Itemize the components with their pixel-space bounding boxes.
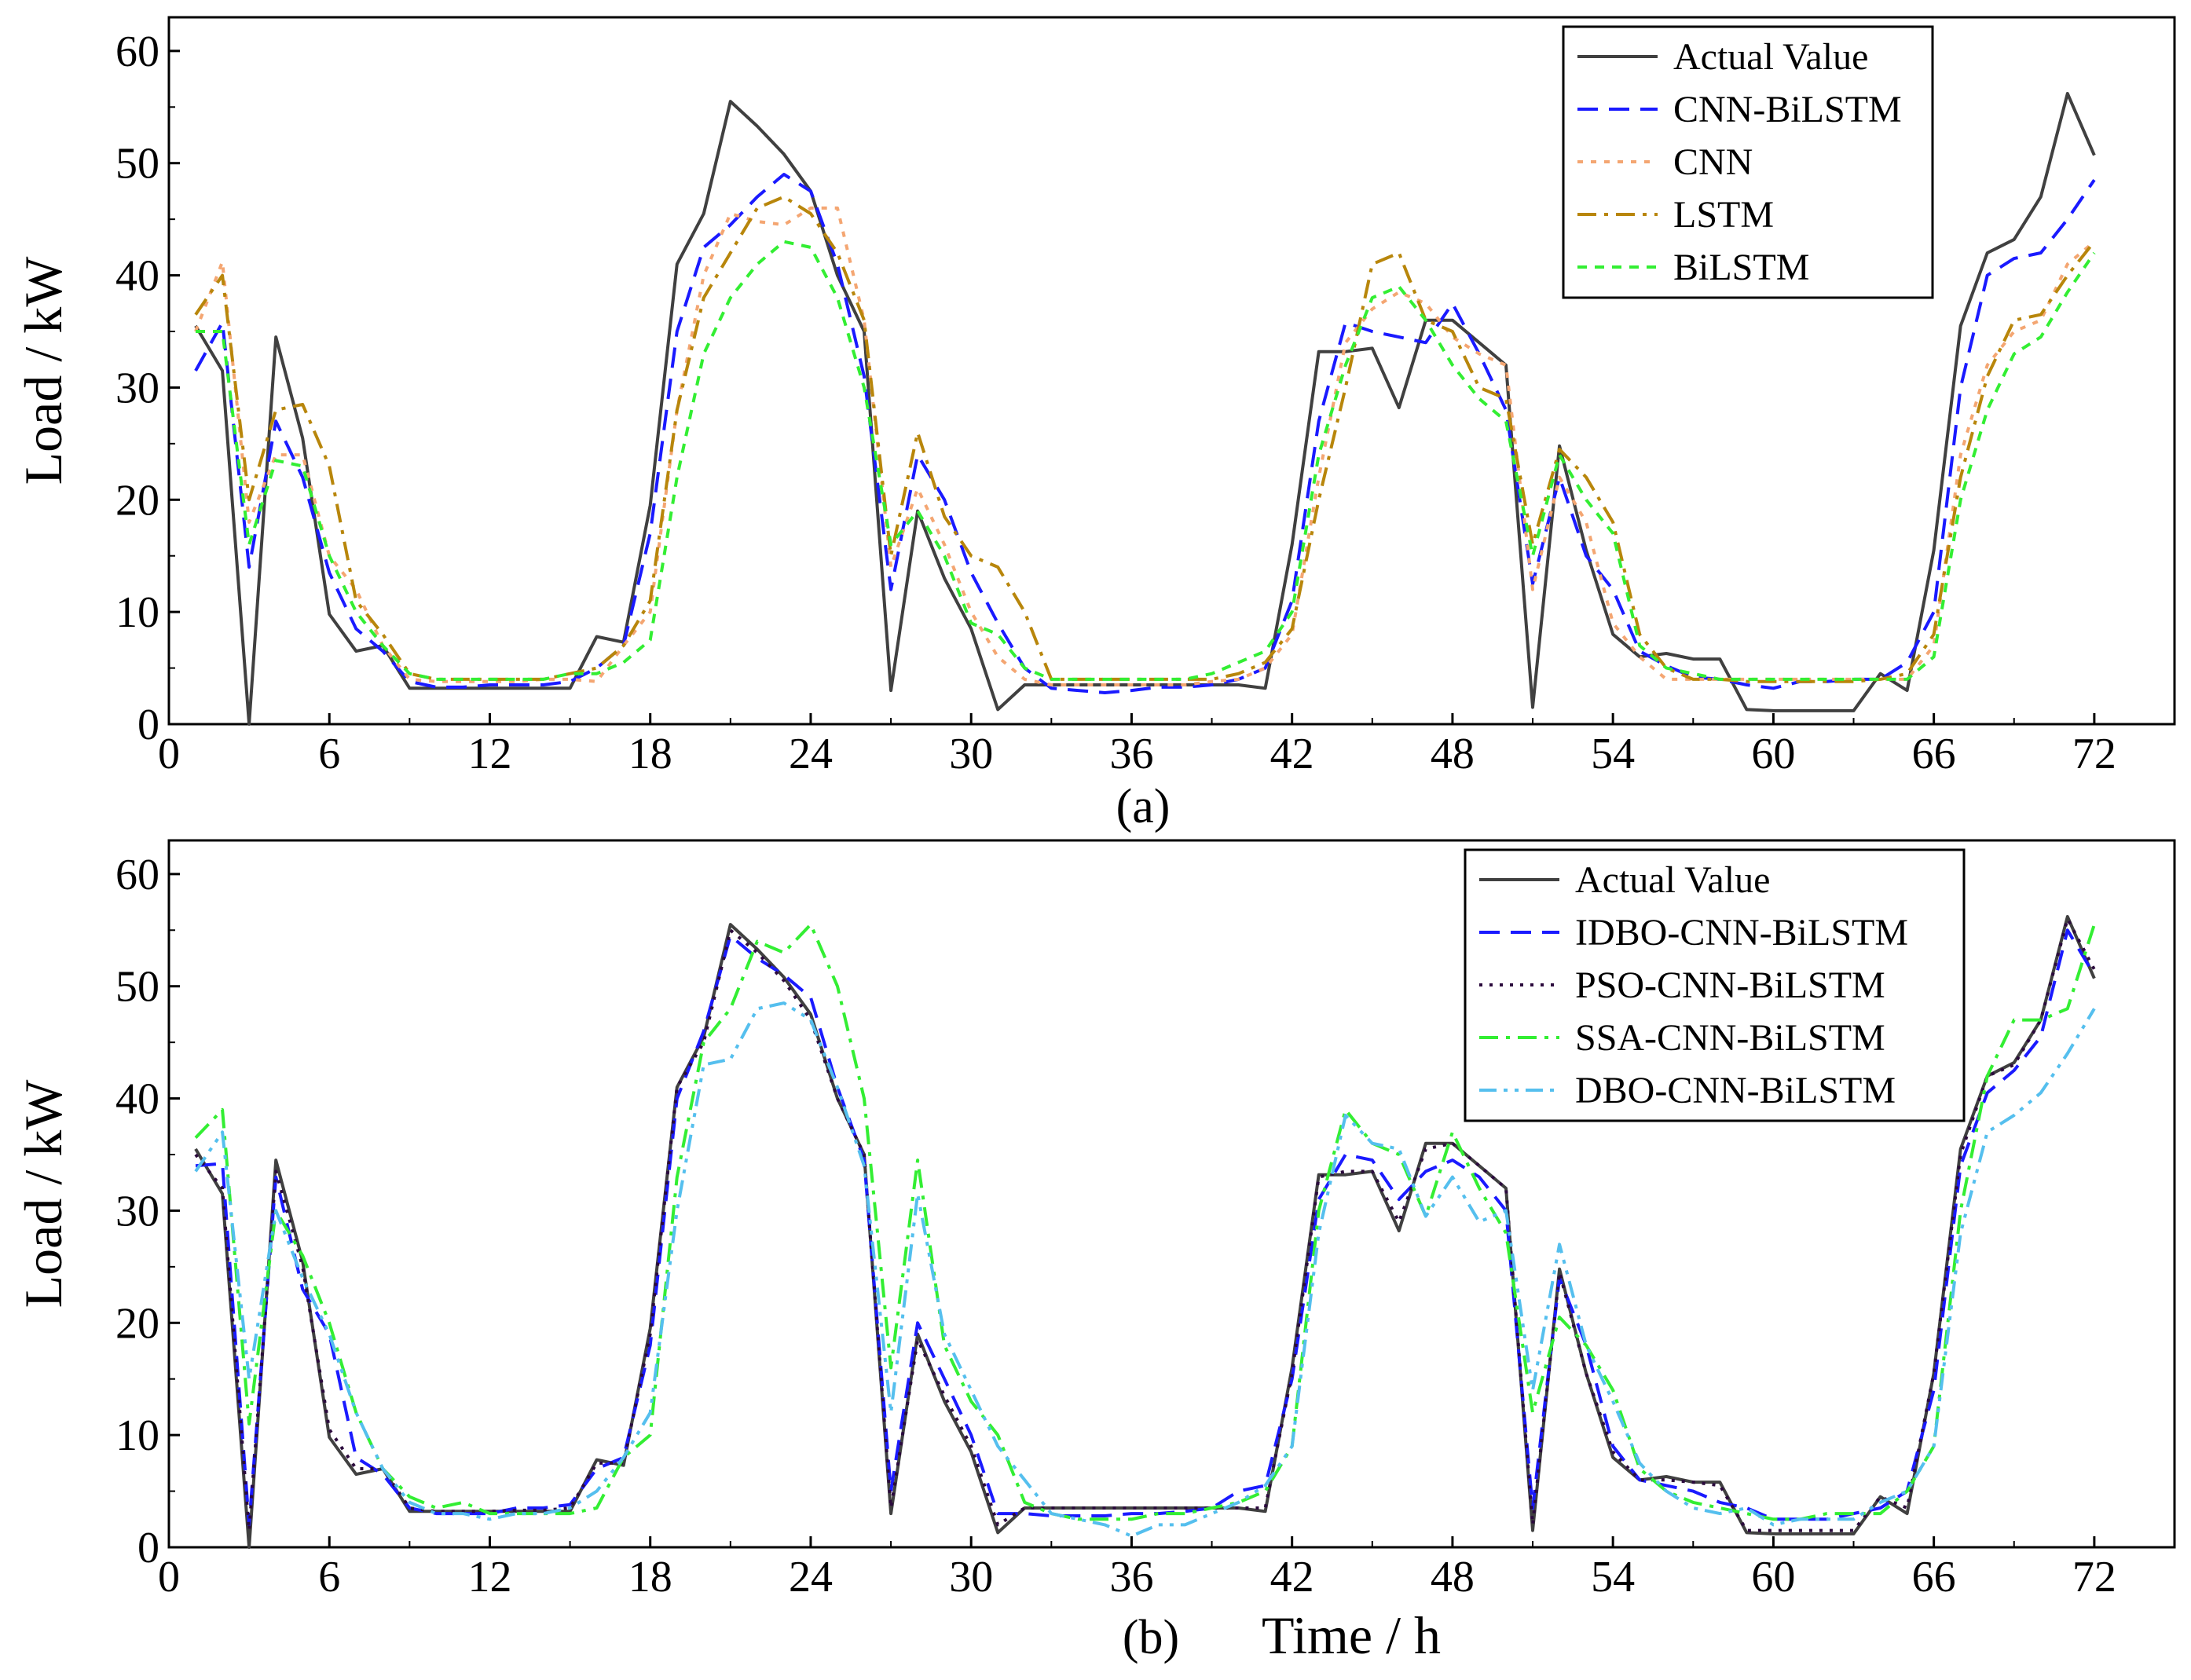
x-tick-label: 6 <box>318 730 340 778</box>
legend-label: IDBO-CNN-BiLSTM <box>1575 912 1908 953</box>
legend-label: PSO-CNN-BiLSTM <box>1575 964 1885 1006</box>
y-tick-label: 40 <box>115 252 159 301</box>
x-tick-label: 42 <box>1270 730 1314 778</box>
x-tick-label: 72 <box>2072 1553 2116 1601</box>
series-line-bilstm <box>196 240 2096 681</box>
y-axis-label: Load / kW <box>13 256 73 485</box>
panel-label: (b) <box>1123 1611 1179 1664</box>
plot-frame <box>167 16 2176 726</box>
series-line-cnn <box>194 206 2096 686</box>
x-tick-label: 0 <box>158 730 180 778</box>
x-tick-label: 30 <box>949 730 993 778</box>
x-axis-label: Time / h <box>1262 1605 1441 1665</box>
y-tick-label: 60 <box>115 27 159 76</box>
x-tick-label: 24 <box>789 1553 833 1601</box>
legend-label: BiLSTM <box>1673 247 1809 288</box>
series-line-idbo-cnn-bilstm <box>195 928 2096 1527</box>
x-tick-label: 72 <box>2072 730 2116 778</box>
legend-label: CNN <box>1673 141 1753 183</box>
panel-a: 0 6 12 18 24 30 36 42 48 54 60 66 72 0 10 20 30 40 50 60 Ac… <box>13 16 2176 833</box>
series-line-ssa-cnn-bilstm <box>194 923 2096 1521</box>
x-tick-label: 66 <box>1912 730 1956 778</box>
series-line-pso-cnn-bilstm <box>194 917 2096 1532</box>
y-tick-label: 0 <box>137 1524 159 1572</box>
legend-box <box>1562 25 1934 299</box>
y-tick-label: 50 <box>115 140 159 188</box>
y-tick-label: 30 <box>115 1187 159 1235</box>
legend-label: Actual Value <box>1575 859 1770 901</box>
legend-label: LSTM <box>1673 194 1774 236</box>
y-tick-label: 20 <box>115 476 159 525</box>
series-line-cnn-bilstm <box>194 173 2096 694</box>
x-tick-label: 48 <box>1431 730 1475 778</box>
panel-b: 0 6 12 18 24 30 36 42 48 54 60 66 72 0 10 20 30 40 50 60 Ac… <box>13 839 2176 1665</box>
legend: Actual Value IDBO-CNN-BiLSTM PSO-CNN-BiLST… <box>1464 848 1966 1122</box>
series-line-dbo-cnn-bilstm <box>194 1001 2096 1538</box>
x-tick-label: 18 <box>628 1553 672 1601</box>
x-tick-label: 12 <box>467 1553 511 1601</box>
x-tick-label: 54 <box>1591 730 1635 778</box>
x-tick-label: 30 <box>949 1553 993 1601</box>
x-tick-label: 6 <box>318 1553 340 1601</box>
x-tick-label: 24 <box>789 730 833 778</box>
x-tick-label: 48 <box>1431 1553 1475 1601</box>
x-tick-label: 42 <box>1270 1553 1314 1601</box>
x-tick-label: 60 <box>1751 730 1795 778</box>
x-tick-label: 54 <box>1591 1553 1635 1601</box>
y-tick-label: 30 <box>115 364 159 412</box>
y-tick-label: 50 <box>115 963 159 1012</box>
x-tick-label: 60 <box>1751 1553 1795 1601</box>
legend-label: DBO-CNN-BiLSTM <box>1575 1070 1896 1111</box>
y-tick-label: 0 <box>137 701 159 749</box>
panel-label: (a) <box>1116 780 1171 833</box>
y-tick-label: 20 <box>115 1299 159 1348</box>
legend-box <box>1464 848 1966 1122</box>
legend-label: CNN-BiLSTM <box>1673 89 1902 130</box>
plot-frame <box>167 839 2176 1549</box>
y-tick-label: 10 <box>115 1411 159 1460</box>
x-tick-label: 66 <box>1912 1553 1956 1601</box>
x-tick-label: 0 <box>158 1553 180 1601</box>
y-axis-label: Load / kW <box>13 1079 73 1308</box>
x-tick-label: 36 <box>1109 1553 1153 1601</box>
legend: Actual Value CNN-BiLSTM CNN LSTM BiLSTM <box>1562 25 1934 299</box>
y-tick-label: 40 <box>115 1075 159 1124</box>
x-tick-label: 18 <box>628 730 672 778</box>
y-tick-label: 60 <box>115 851 159 899</box>
x-tick-label: 12 <box>467 730 511 778</box>
legend-label: Actual Value <box>1673 36 1868 78</box>
legend-label: SSA-CNN-BiLSTM <box>1575 1017 1885 1059</box>
x-tick-label: 36 <box>1109 730 1153 778</box>
y-tick-label: 10 <box>115 588 159 637</box>
